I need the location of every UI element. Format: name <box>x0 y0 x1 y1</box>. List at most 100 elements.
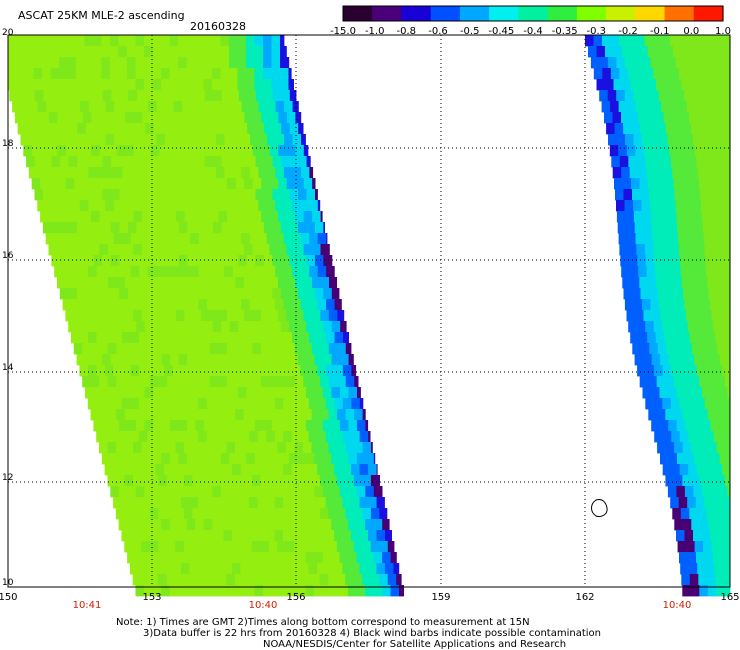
swath-cell <box>155 530 165 542</box>
swath-cell <box>241 134 251 146</box>
swath-cell <box>687 398 697 410</box>
swath-cell <box>724 277 731 289</box>
swath-cell <box>303 376 313 388</box>
swath-cell <box>261 112 271 124</box>
swath-cell <box>326 233 328 245</box>
swath-cell <box>690 585 700 597</box>
swath-cell <box>181 233 191 245</box>
colorbar-label: -0.4 <box>523 26 543 37</box>
swath-cell <box>301 134 306 146</box>
swath-cell <box>203 552 213 564</box>
swath-cell <box>232 233 242 245</box>
swath-cell <box>71 332 80 344</box>
latitude-label: 16 <box>2 251 14 261</box>
swath-cell <box>220 519 230 531</box>
swath-cell <box>84 68 94 80</box>
swath-cell <box>130 200 140 212</box>
swath-cell <box>679 464 689 476</box>
swath-cell <box>261 178 271 190</box>
swath-cell <box>201 376 211 388</box>
swath-cell <box>619 244 629 256</box>
swath-cell <box>679 398 689 410</box>
swath-cell <box>181 431 191 443</box>
swath-cell <box>622 79 631 91</box>
swath-cell <box>727 134 731 146</box>
swath-cell <box>695 244 705 256</box>
swath-cell <box>229 420 239 432</box>
swath-cell <box>50 68 60 80</box>
swath-cell <box>186 486 196 498</box>
swath-cell <box>704 156 714 168</box>
swath-cell <box>234 475 244 487</box>
swath-cell <box>650 57 660 69</box>
swath-cell <box>368 497 377 509</box>
swath-cell <box>297 552 306 564</box>
swath-cell <box>178 420 188 432</box>
swath-cell <box>722 464 731 476</box>
swath-cell <box>272 354 281 366</box>
swath-cell <box>373 453 376 465</box>
swath-cell <box>281 90 291 102</box>
swath-cell <box>704 398 714 410</box>
swath-cell <box>274 497 284 509</box>
swath-cell <box>713 464 723 476</box>
swath-cell <box>688 365 697 377</box>
swath-cell <box>82 343 92 355</box>
swath-cell <box>728 453 731 465</box>
swath-cell <box>229 453 239 465</box>
swath-cell <box>269 310 279 322</box>
swath-cell <box>212 68 221 80</box>
swath-cell <box>99 442 108 454</box>
swath-cell <box>656 277 666 289</box>
swath-cell <box>705 365 714 377</box>
swath-cell <box>249 365 259 377</box>
swath-cell <box>178 453 188 465</box>
swath-cell <box>725 189 731 201</box>
swath-cell <box>132 574 142 586</box>
swath-cell <box>640 123 649 135</box>
swath-cell <box>687 497 697 509</box>
swath-cell <box>232 200 242 212</box>
swath-cell <box>34 123 44 135</box>
swath-cell <box>152 585 162 597</box>
swath-cell <box>278 244 287 256</box>
swath-cell <box>240 530 250 542</box>
swath-cell <box>649 343 659 355</box>
swath-cell <box>167 211 177 223</box>
swath-cell <box>670 244 680 256</box>
swath-cell <box>102 90 112 102</box>
swath-cell <box>614 123 624 135</box>
swath-cell <box>235 244 245 256</box>
swath-cell <box>246 354 256 366</box>
swath-cell <box>336 475 346 487</box>
swath-cell <box>165 134 174 146</box>
swath-cell <box>677 310 687 322</box>
swath-cell <box>195 486 205 498</box>
swath-cell <box>359 530 369 542</box>
longitude-labels: 150 153 156 159 162 165 <box>0 592 740 603</box>
swath-cell <box>203 585 213 597</box>
swath-cell <box>179 156 188 168</box>
swath-cell <box>300 266 310 278</box>
swath-cell <box>283 233 293 245</box>
swath-cell <box>235 178 245 190</box>
swath-cell <box>152 486 162 498</box>
swath-cell <box>71 233 81 245</box>
swath-cell <box>132 508 142 520</box>
swath-cell <box>263 68 272 80</box>
swath-cell <box>102 321 112 333</box>
swath-cell <box>309 167 314 179</box>
swath-cell <box>199 134 208 146</box>
swath-cell <box>170 255 180 267</box>
swath-cell <box>722 563 731 575</box>
swath-cell <box>331 585 340 597</box>
swath-cell <box>277 376 287 388</box>
swath-cell <box>220 453 230 465</box>
swath-cell <box>254 35 264 47</box>
swath-cell <box>184 409 193 421</box>
swath-cell <box>665 123 675 135</box>
swath-cell <box>243 574 253 586</box>
swath-cell <box>710 134 719 146</box>
swath-cell <box>701 299 711 311</box>
swath-cell <box>187 288 197 300</box>
